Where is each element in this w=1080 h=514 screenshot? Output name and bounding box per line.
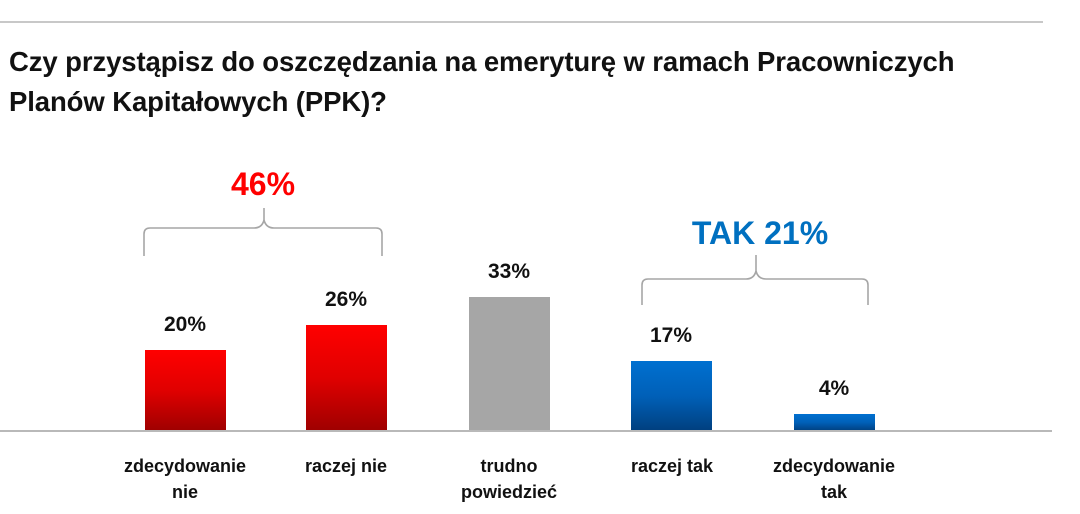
value-label: 17% [649, 324, 693, 347]
chart-title-line2: Planów Kapitałowych (PPK)? [9, 86, 387, 117]
category-label-line1: raczej nie [304, 456, 388, 476]
value-label: 26% [324, 288, 368, 311]
bar-raczej-tak [631, 361, 712, 431]
group-label-yes: TAK 21% [691, 215, 829, 251]
category-label-line1: zdecydowanie [772, 456, 896, 476]
category-label-line2: tak [820, 482, 847, 502]
x-axis-line [0, 430, 1052, 432]
category-label: trudno powiedzieć [424, 453, 594, 505]
bar-zdecydowanie-tak [794, 414, 875, 431]
category-label-line2: powiedzieć [460, 482, 558, 502]
chart-title-line1: Czy przystąpisz do oszczędzania na emery… [9, 46, 955, 77]
chart-title: Czy przystąpisz do oszczędzania na emery… [9, 42, 1079, 122]
bar-raczej-nie [306, 325, 387, 431]
top-divider [0, 21, 1043, 23]
category-label: raczej tak [587, 453, 757, 479]
value-label: 4% [818, 377, 850, 400]
category-label: raczej nie [261, 453, 431, 479]
value-label: 33% [487, 260, 531, 283]
category-label-line2: nie [171, 482, 198, 502]
brace-yes [641, 255, 869, 305]
category-label-line1: raczej tak [630, 456, 714, 476]
category-label-line1: trudno [480, 456, 538, 476]
category-label-line1: zdecydowanie [123, 456, 247, 476]
category-label: zdecydowanie nie [100, 453, 270, 505]
brace-no [143, 208, 383, 256]
value-label: 20% [163, 313, 207, 336]
group-label-no: 46% [230, 166, 296, 202]
bar-zdecydowanie-nie [145, 350, 226, 431]
category-label: zdecydowanie tak [749, 453, 919, 505]
bar-trudno-powiedziec [469, 297, 550, 431]
